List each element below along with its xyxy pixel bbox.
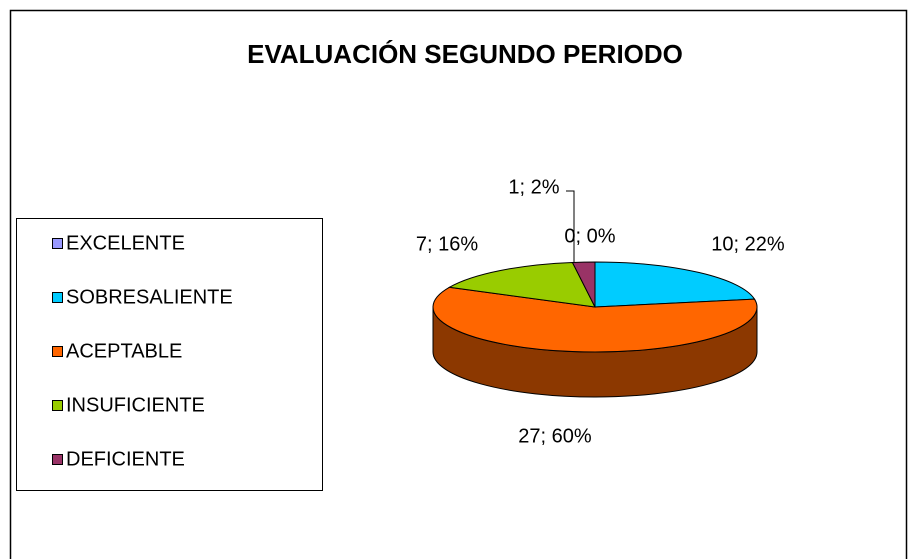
- chart-title: EVALUACIÓN SEGUNDO PERIODO: [247, 39, 683, 69]
- legend-label: DEFICIENTE: [66, 448, 185, 470]
- legend-label: ACEPTABLE: [66, 340, 182, 362]
- data-label: 27; 60%: [518, 425, 592, 447]
- legend-label: EXCELENTE: [66, 232, 185, 254]
- data-label: 1; 2%: [508, 176, 559, 198]
- data-label: 0; 0%: [564, 225, 615, 247]
- legend-label: SOBRESALIENTE: [66, 286, 233, 308]
- slice: [432, 286, 758, 353]
- legend-label: INSUFICIENTE: [66, 394, 205, 416]
- legend-box: [16, 218, 323, 491]
- legend-swatch: [52, 454, 63, 465]
- slice: [594, 261, 756, 308]
- legend-swatch: [52, 292, 63, 303]
- slice: [571, 261, 596, 308]
- slice: [447, 261, 596, 308]
- legend-swatch: [52, 346, 63, 357]
- data-label: 7; 16%: [416, 233, 478, 255]
- leader-line: [566, 190, 575, 262]
- legend-swatch: [52, 400, 63, 411]
- data-label: 10; 22%: [711, 233, 785, 255]
- legend-swatch: [52, 238, 63, 249]
